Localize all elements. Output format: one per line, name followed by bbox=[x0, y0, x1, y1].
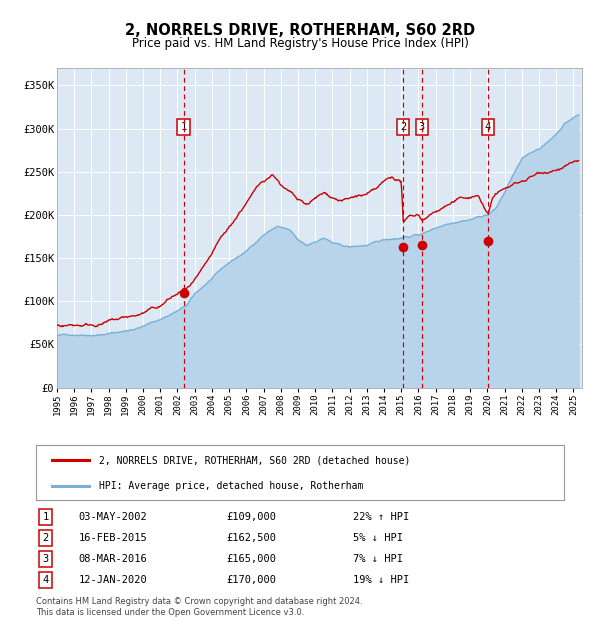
Text: 08-MAR-2016: 08-MAR-2016 bbox=[78, 554, 147, 564]
Text: 3: 3 bbox=[419, 122, 425, 132]
Text: 2, NORRELS DRIVE, ROTHERHAM, S60 2RD (detached house): 2, NORRELS DRIVE, ROTHERHAM, S60 2RD (de… bbox=[100, 455, 411, 465]
Text: 12-JAN-2020: 12-JAN-2020 bbox=[78, 575, 147, 585]
Text: 22% ↑ HPI: 22% ↑ HPI bbox=[353, 512, 409, 522]
Text: 4: 4 bbox=[43, 575, 49, 585]
Text: 7% ↓ HPI: 7% ↓ HPI bbox=[353, 554, 403, 564]
Text: 3: 3 bbox=[43, 554, 49, 564]
Text: HPI: Average price, detached house, Rotherham: HPI: Average price, detached house, Roth… bbox=[100, 481, 364, 492]
Text: 2: 2 bbox=[43, 533, 49, 543]
Text: £165,000: £165,000 bbox=[226, 554, 276, 564]
Text: 4: 4 bbox=[485, 122, 491, 132]
Text: 19% ↓ HPI: 19% ↓ HPI bbox=[353, 575, 409, 585]
Text: Price paid vs. HM Land Registry's House Price Index (HPI): Price paid vs. HM Land Registry's House … bbox=[131, 37, 469, 50]
Text: 2: 2 bbox=[400, 122, 406, 132]
Text: 2, NORRELS DRIVE, ROTHERHAM, S60 2RD: 2, NORRELS DRIVE, ROTHERHAM, S60 2RD bbox=[125, 23, 475, 38]
Text: £109,000: £109,000 bbox=[226, 512, 276, 522]
Text: 5% ↓ HPI: 5% ↓ HPI bbox=[353, 533, 403, 543]
Text: 1: 1 bbox=[181, 122, 187, 132]
Text: £170,000: £170,000 bbox=[226, 575, 276, 585]
Text: Contains HM Land Registry data © Crown copyright and database right 2024.
This d: Contains HM Land Registry data © Crown c… bbox=[36, 598, 362, 617]
Text: 03-MAY-2002: 03-MAY-2002 bbox=[78, 512, 147, 522]
Text: 1: 1 bbox=[43, 512, 49, 522]
Text: 16-FEB-2015: 16-FEB-2015 bbox=[78, 533, 147, 543]
Text: £162,500: £162,500 bbox=[226, 533, 276, 543]
